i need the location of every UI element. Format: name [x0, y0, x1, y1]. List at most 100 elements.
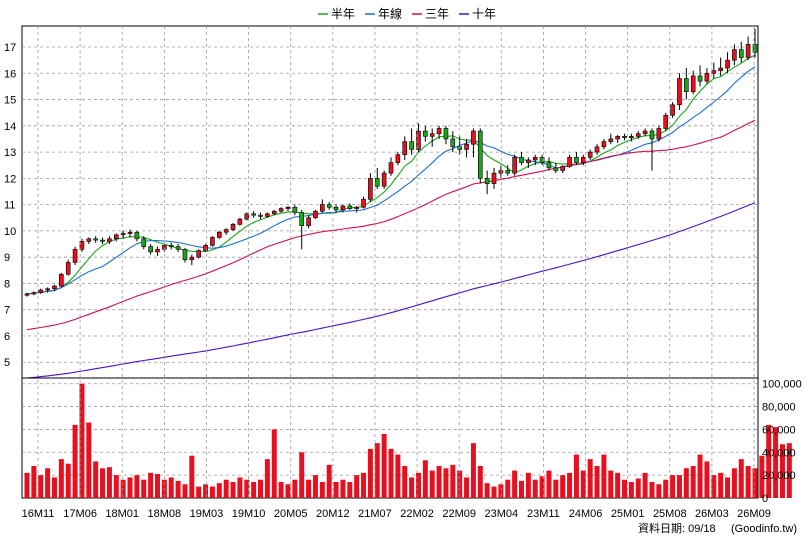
x-tick-label: 21M07	[358, 508, 392, 520]
volume-bar	[670, 475, 676, 498]
volume-bar	[127, 477, 133, 498]
candle	[72, 246, 78, 266]
volume-bar	[216, 483, 222, 498]
volume-bar	[436, 466, 442, 498]
volume-bar	[258, 479, 264, 498]
volume-bar	[203, 484, 209, 498]
price-tick-label: 12	[4, 173, 16, 185]
candle	[155, 246, 160, 256]
candle	[100, 237, 105, 245]
volume-bar	[759, 455, 765, 498]
volume-bar	[601, 454, 607, 498]
candle	[285, 205, 291, 212]
candle	[361, 196, 366, 209]
candle	[526, 157, 531, 168]
volume-bar	[415, 472, 421, 498]
volume-bar	[45, 468, 51, 498]
candle	[409, 128, 414, 155]
volume-bar	[134, 475, 140, 498]
candle	[574, 152, 579, 166]
price-tick-label: 13	[4, 147, 16, 159]
candle	[491, 167, 497, 189]
price-tick-label: 7	[4, 305, 10, 317]
candle	[107, 236, 112, 245]
ma-one-year-line	[26, 66, 756, 295]
volume-bar	[395, 454, 401, 498]
volume-bar	[347, 482, 353, 498]
candle	[471, 128, 476, 158]
volume-bar	[457, 470, 463, 498]
x-tick-label: 26M03	[695, 508, 729, 520]
candle	[354, 205, 359, 213]
candle	[31, 291, 37, 296]
volume-bar	[690, 466, 696, 498]
volume-bar	[196, 486, 202, 498]
candle	[670, 102, 675, 118]
candle	[175, 244, 181, 252]
x-tick-label: 20M05	[274, 508, 308, 520]
ma-half-year-line	[26, 54, 756, 295]
x-tick-label: 23M11	[527, 508, 560, 520]
candle	[642, 128, 648, 137]
volume-bar	[580, 470, 586, 498]
ma-three-year-line	[26, 119, 756, 331]
legend-label: 三年	[425, 7, 449, 21]
candle	[615, 135, 620, 143]
candle	[457, 136, 462, 155]
volume-bar	[704, 461, 710, 498]
candle	[587, 149, 593, 160]
candle	[635, 131, 641, 139]
volume-bar	[477, 466, 483, 498]
candle	[429, 128, 435, 147]
candle	[45, 287, 50, 293]
candle	[347, 203, 353, 210]
candle	[684, 68, 689, 100]
candle	[93, 236, 98, 243]
volume-bar	[773, 427, 779, 498]
volume-tick-label: 60,000	[762, 424, 796, 436]
candle	[320, 199, 325, 213]
x-tick-label: 17M06	[63, 508, 97, 520]
volume-bar	[422, 460, 428, 498]
candle	[59, 272, 64, 288]
chart-legend: 半年 年線 三年 十年	[318, 6, 496, 21]
volume-bar	[711, 475, 717, 498]
volume-bar	[72, 424, 78, 498]
candle	[271, 209, 277, 216]
candle	[690, 70, 696, 95]
price-tick-label: 14	[4, 121, 16, 133]
legend-label: 半年	[331, 7, 355, 21]
price-tick-label: 15	[4, 95, 16, 107]
volume-bar	[65, 463, 71, 498]
volume-bar	[525, 472, 531, 498]
candle	[436, 125, 442, 139]
volume-tick-label: 0	[762, 493, 768, 505]
volume-tick-label: 20,000	[762, 470, 796, 482]
volume-bar	[766, 424, 772, 498]
volume-panel: 0 20,000 40,000 60,000 80,000 100,000	[21, 377, 802, 505]
candle	[189, 254, 195, 266]
volume-bar	[86, 422, 92, 498]
volume-bar	[567, 472, 573, 498]
volume-bar	[532, 479, 538, 498]
candle	[464, 138, 469, 158]
candle	[333, 204, 339, 213]
volume-bar	[189, 455, 195, 498]
price-tick-label: 8	[4, 278, 10, 290]
volume-bar	[361, 472, 367, 498]
candle	[512, 154, 517, 176]
volume-bar	[354, 475, 360, 498]
candle	[519, 152, 524, 166]
volume-bar	[745, 466, 751, 498]
price-tick-label: 10	[4, 226, 16, 238]
candle	[127, 229, 133, 238]
candle	[299, 209, 305, 250]
volume-bar	[182, 484, 188, 498]
candle	[732, 44, 737, 66]
volume-bar	[271, 429, 277, 498]
x-tick-label: 26M09	[737, 508, 771, 520]
x-tick-label: 16M11	[22, 508, 55, 520]
volume-bar	[264, 459, 270, 498]
volume-bar	[278, 482, 284, 498]
candle	[395, 152, 401, 166]
